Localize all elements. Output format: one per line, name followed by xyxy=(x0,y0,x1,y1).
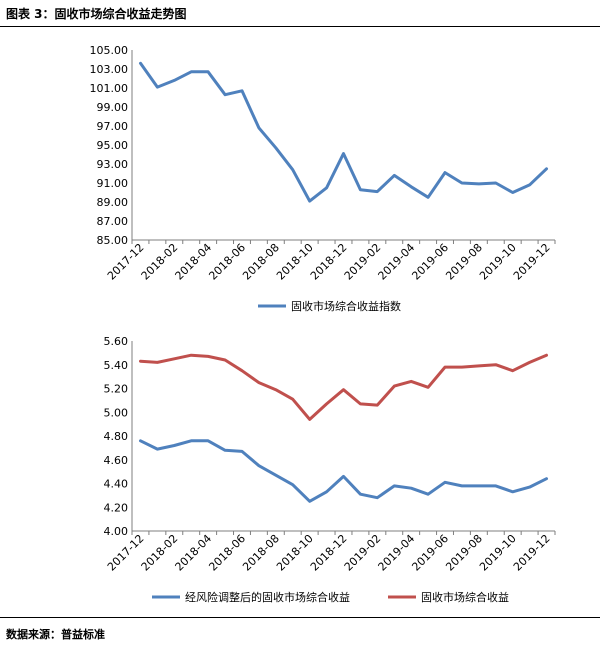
y-tick-label: 87.00 xyxy=(97,215,129,228)
chart-1: 85.00 87.00 89.00 91.00 93.00 95.00 97.00 99.00… xyxy=(90,44,556,313)
y-tick-label: 4.40 xyxy=(104,478,129,491)
legend-label: 固收市场综合收益 xyxy=(421,590,509,604)
series-line-1 xyxy=(139,61,548,203)
y-tick-label: 101.00 xyxy=(90,82,129,95)
source-note: 数据来源：普益标准 xyxy=(6,628,105,641)
y-tick-label: 85.00 xyxy=(97,234,129,247)
y-tick-label: 99.00 xyxy=(97,101,129,114)
y-tick-label: 91.00 xyxy=(97,177,129,190)
x-tick-label: 2019-12 xyxy=(511,532,553,574)
figure-title: 图表 3：固收市场综合收益走势图 xyxy=(6,7,187,21)
legend-label: 固收市场综合收益指数 xyxy=(291,299,401,313)
series-line-1 xyxy=(139,439,548,503)
legend-label: 经风险调整后的固收市场综合收益 xyxy=(185,590,350,604)
y-tick-label: 105.00 xyxy=(90,44,129,57)
y-tick-label: 5.40 xyxy=(104,359,129,372)
x-tick-label: 2019-12 xyxy=(511,241,553,283)
y-tick-label: 4.60 xyxy=(104,454,129,467)
y-tick-label: 93.00 xyxy=(97,158,129,171)
y-tick-label: 5.00 xyxy=(104,406,129,419)
y-tick-label: 5.20 xyxy=(104,383,129,396)
y-tick-label: 5.60 xyxy=(104,335,129,348)
y-tick-label: 4.80 xyxy=(104,430,129,443)
y-tick-label: 89.00 xyxy=(97,196,129,209)
series-line-2 xyxy=(139,353,548,421)
chart-2: 4.004.204.404.604.805.005.205.405.602017… xyxy=(104,335,556,604)
bottom-divider xyxy=(0,617,600,618)
y-tick-label: 97.00 xyxy=(97,120,129,133)
y-tick-label: 4.00 xyxy=(104,525,129,538)
y-tick-label: 95.00 xyxy=(97,139,129,152)
top-divider xyxy=(0,26,600,27)
y-tick-label: 4.20 xyxy=(104,501,129,514)
y-tick-label: 103.00 xyxy=(90,63,129,76)
